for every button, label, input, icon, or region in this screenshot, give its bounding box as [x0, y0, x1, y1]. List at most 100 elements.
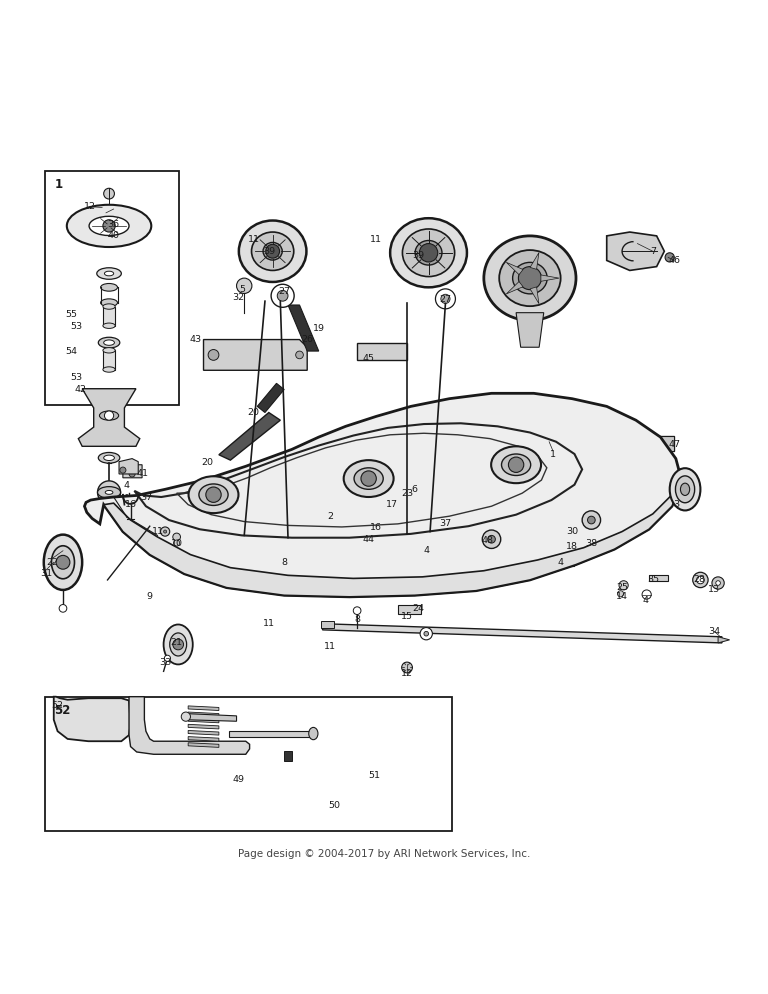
Circle shape: [361, 471, 376, 486]
Circle shape: [56, 556, 70, 570]
Ellipse shape: [309, 728, 318, 740]
Text: 27: 27: [439, 295, 452, 304]
Ellipse shape: [104, 271, 114, 275]
Bar: [657, 435, 674, 451]
Ellipse shape: [99, 411, 118, 420]
Circle shape: [617, 590, 624, 596]
Circle shape: [353, 606, 361, 614]
Text: 53: 53: [71, 322, 83, 331]
Circle shape: [642, 589, 651, 599]
Polygon shape: [219, 413, 280, 460]
Text: 11: 11: [370, 236, 382, 245]
Text: 48: 48: [482, 537, 494, 546]
Ellipse shape: [98, 337, 120, 348]
Circle shape: [693, 573, 708, 587]
Ellipse shape: [565, 523, 576, 528]
Polygon shape: [188, 731, 219, 736]
Text: 37: 37: [439, 519, 452, 528]
Ellipse shape: [676, 476, 695, 503]
Ellipse shape: [344, 460, 393, 497]
Text: 12: 12: [84, 202, 96, 211]
Polygon shape: [54, 697, 131, 742]
Text: 16: 16: [370, 523, 382, 532]
Ellipse shape: [44, 535, 82, 589]
Text: 11: 11: [151, 527, 164, 536]
Text: 16: 16: [124, 500, 137, 509]
Circle shape: [582, 511, 601, 529]
Polygon shape: [326, 497, 361, 528]
Polygon shape: [288, 305, 319, 351]
Text: 39: 39: [263, 247, 275, 255]
Circle shape: [173, 639, 184, 650]
Text: 24: 24: [412, 604, 425, 613]
Text: 35: 35: [647, 575, 659, 583]
Polygon shape: [541, 275, 559, 281]
Circle shape: [712, 577, 724, 589]
Ellipse shape: [402, 229, 455, 276]
Text: 47: 47: [668, 440, 680, 449]
Circle shape: [488, 536, 495, 543]
Circle shape: [164, 530, 167, 533]
Text: 49: 49: [232, 775, 244, 784]
Text: 4: 4: [423, 547, 429, 556]
Text: 10: 10: [170, 539, 183, 548]
Text: 9: 9: [147, 592, 153, 601]
Text: 8: 8: [281, 558, 287, 567]
Text: 25: 25: [616, 583, 628, 592]
Bar: [567, 551, 574, 567]
Text: 46: 46: [668, 256, 680, 265]
Circle shape: [424, 631, 429, 636]
Circle shape: [103, 220, 115, 232]
Text: 11: 11: [263, 619, 275, 628]
Polygon shape: [323, 623, 722, 643]
Circle shape: [271, 284, 294, 307]
Text: 3: 3: [673, 500, 679, 509]
Text: 40: 40: [108, 232, 120, 241]
Ellipse shape: [502, 454, 531, 475]
Circle shape: [181, 712, 190, 722]
Circle shape: [337, 514, 349, 526]
Text: 55: 55: [65, 310, 78, 319]
Text: 17: 17: [386, 500, 398, 509]
Text: 22: 22: [46, 558, 58, 567]
Text: 19: 19: [313, 323, 325, 333]
Polygon shape: [359, 534, 371, 545]
Polygon shape: [649, 576, 668, 581]
Text: 8: 8: [354, 615, 360, 624]
Circle shape: [129, 471, 135, 477]
Text: 53: 53: [71, 374, 83, 383]
Text: 1: 1: [550, 450, 556, 459]
Text: 54: 54: [65, 347, 78, 356]
Ellipse shape: [680, 483, 690, 495]
Text: 50: 50: [328, 801, 340, 810]
Ellipse shape: [98, 452, 120, 463]
Circle shape: [173, 533, 180, 541]
Ellipse shape: [103, 304, 115, 309]
Circle shape: [716, 580, 720, 585]
Text: 39: 39: [412, 250, 425, 259]
Polygon shape: [104, 482, 682, 596]
Ellipse shape: [104, 340, 114, 345]
Circle shape: [161, 527, 170, 536]
Polygon shape: [78, 389, 140, 446]
Circle shape: [482, 530, 501, 549]
Text: 31: 31: [40, 570, 52, 579]
Polygon shape: [188, 719, 219, 723]
Circle shape: [420, 627, 432, 640]
Text: 45: 45: [362, 354, 375, 363]
Polygon shape: [188, 706, 219, 711]
Polygon shape: [229, 732, 313, 737]
Ellipse shape: [170, 633, 187, 656]
Text: Page design © 2004-2017 by ARI Network Services, Inc.: Page design © 2004-2017 by ARI Network S…: [238, 850, 530, 860]
Circle shape: [206, 487, 221, 502]
Text: 6: 6: [412, 485, 418, 494]
Polygon shape: [186, 714, 237, 722]
Ellipse shape: [104, 455, 114, 460]
Text: 30: 30: [566, 527, 578, 536]
Text: 4: 4: [558, 558, 564, 567]
Text: 28: 28: [693, 575, 705, 583]
Polygon shape: [506, 262, 523, 274]
Circle shape: [98, 481, 121, 504]
Ellipse shape: [263, 243, 283, 260]
Circle shape: [296, 351, 303, 359]
